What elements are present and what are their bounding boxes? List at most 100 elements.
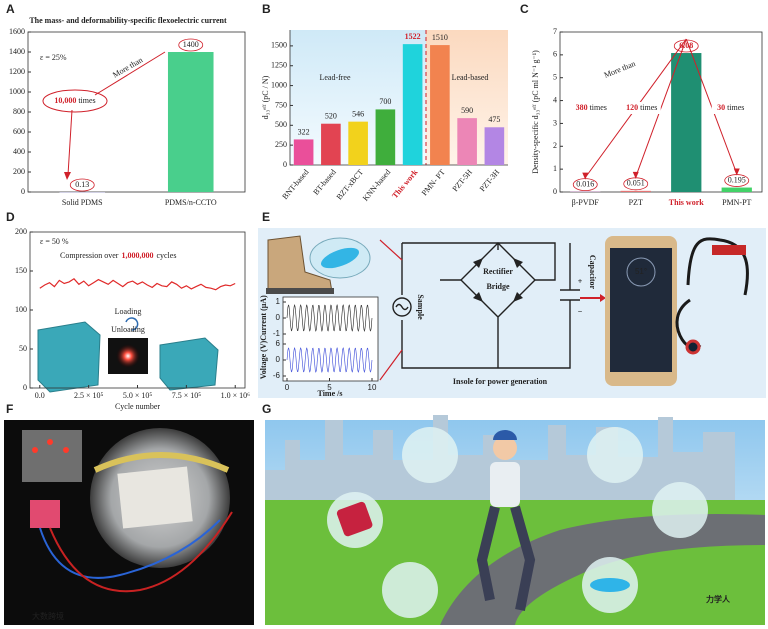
- annotation-arrow: [635, 38, 687, 178]
- y-axis-label: d₃₃ᵉᶠᶠ (pC / N): [261, 75, 270, 119]
- value-ring: [69, 178, 95, 192]
- bar: [430, 45, 450, 165]
- watermark: 大数跨境: [32, 611, 64, 621]
- y-tick-label: 800: [13, 107, 25, 116]
- photo-f: [4, 420, 254, 625]
- x-tick-label: BT-based: [311, 168, 337, 197]
- value-label: 700: [379, 97, 391, 106]
- annotation: 120 times: [626, 103, 657, 112]
- annotation-bg: [622, 102, 661, 114]
- annotation-number: 1,000,000: [121, 251, 153, 260]
- component-label: Bridge: [486, 282, 510, 291]
- x-tick-label: PMN-PT: [722, 198, 751, 207]
- x-tick-label: 5: [327, 383, 332, 392]
- pointer: [379, 349, 403, 381]
- annotation: Loading: [115, 307, 142, 316]
- y-tick-label: 200: [15, 227, 27, 236]
- value-label: 0.13: [75, 180, 89, 189]
- bar: [293, 139, 314, 165]
- y-tick-label: 1500: [271, 41, 287, 50]
- annotation: Lead-based: [452, 73, 489, 82]
- headphones: [675, 237, 749, 355]
- annotation-arrow: [685, 38, 738, 174]
- x-axis-label: Cycle number: [115, 402, 160, 411]
- current-waveform: [286, 303, 373, 333]
- diodes: [473, 258, 523, 302]
- y-axis-label: Voltage (V): [259, 340, 268, 379]
- arrow-head: [733, 168, 740, 176]
- y-tick-label: 1000: [271, 80, 287, 89]
- caption: Insole for power generation: [453, 377, 548, 386]
- annotation-number: 10,000: [54, 96, 76, 105]
- value-label: 520: [325, 112, 337, 121]
- value-label: 1522: [405, 32, 421, 41]
- pointer: [379, 239, 403, 261]
- y-tick-label: 0: [553, 187, 557, 196]
- annotation: Unloading: [111, 325, 145, 334]
- y-tick-label: 5: [553, 73, 557, 82]
- value-label: 6.08: [679, 41, 693, 50]
- annotation-word: times: [590, 103, 607, 112]
- y-axis-label: Density-specific d₃₃ᵉᶠᶠ (pC ml N⁻¹ g⁻¹): [531, 50, 540, 174]
- annotation-word: Compression over: [60, 251, 119, 260]
- y-tick-label: -6: [273, 371, 281, 380]
- annotation: 380 times: [576, 103, 607, 112]
- panel-label: E: [262, 210, 270, 224]
- phone-reading: 51°: [635, 267, 647, 276]
- y-tick-label: 0: [276, 313, 281, 322]
- circuit: [392, 242, 580, 369]
- annotation: 30 times: [717, 103, 744, 112]
- bar: [402, 44, 423, 165]
- x-tick-label: β-PVDF: [572, 198, 600, 207]
- arrow-head: [64, 172, 71, 180]
- bar: [671, 53, 702, 193]
- y-tick-label: 0: [283, 160, 287, 169]
- voltage-waveform: [286, 347, 373, 373]
- annotation: ε = 50 %: [40, 237, 69, 246]
- y-tick-label: 100: [15, 305, 27, 314]
- y-tick-label: 3: [553, 118, 557, 127]
- y-tick-label: 0: [276, 355, 281, 364]
- y-tick-label: 400: [13, 147, 25, 156]
- value-label: 1400: [183, 40, 199, 49]
- annotation-number: 30: [717, 103, 725, 112]
- panel-label: D: [6, 210, 15, 224]
- x-tick-label: PZT-3H: [478, 168, 502, 194]
- arrow-head: [600, 294, 606, 302]
- data-line: [39, 278, 236, 291]
- y-tick-label: 1000: [9, 87, 25, 96]
- panel-label: F: [6, 402, 13, 416]
- watermark: 力学人: [706, 594, 731, 604]
- panel-label: A: [6, 2, 15, 16]
- value-label: 1510: [432, 33, 448, 42]
- bar: [375, 109, 396, 165]
- value-label: 590: [461, 106, 473, 115]
- y-tick-label: 150: [15, 266, 27, 275]
- polarity: −: [578, 307, 583, 316]
- x-tick-label: 1.0 × 10⁶: [221, 391, 251, 400]
- bar: [620, 190, 651, 192]
- annotation-word: times: [640, 103, 657, 112]
- annotation-number: 380: [576, 103, 588, 112]
- x-tick-label: This work: [390, 167, 420, 200]
- component-label: Capacitor: [588, 255, 597, 290]
- y-tick-label: 6: [276, 339, 281, 348]
- bar: [321, 123, 341, 165]
- illustration-g: [265, 415, 765, 625]
- y-axis-label: Current (μA): [259, 295, 268, 341]
- x-tick-label: PMN- PT: [420, 168, 447, 198]
- annotation-word: times: [78, 96, 95, 105]
- y-tick-label: 7: [553, 27, 557, 36]
- y-tick-label: 2: [553, 141, 557, 150]
- arrow-head: [582, 172, 589, 180]
- annotation-word: cycles: [156, 251, 176, 260]
- y-tick-label: 0: [21, 187, 25, 196]
- y-tick-label: 4: [553, 95, 557, 104]
- plot-frame: [559, 31, 763, 193]
- y-tick-label: 50: [19, 344, 27, 353]
- value-label: 475: [488, 115, 500, 124]
- x-tick-label: 5.0 × 10⁵: [123, 391, 153, 400]
- x-tick-label: PZT: [629, 198, 643, 207]
- y-tick-label: 0: [23, 383, 27, 392]
- annotation-bg: [711, 102, 750, 114]
